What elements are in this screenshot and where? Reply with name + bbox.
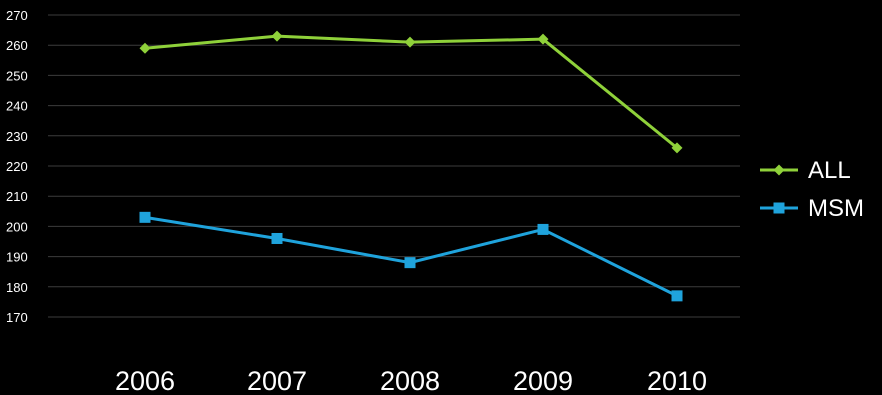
data-point-msm-2006 — [139, 211, 151, 223]
y-tick-label: 260 — [6, 38, 28, 53]
y-tick-label: 240 — [6, 99, 28, 114]
data-point-all-2007 — [271, 30, 283, 42]
legend: ALL MSM — [760, 157, 864, 222]
y-tick-label: 220 — [6, 159, 28, 174]
y-tick-label: 190 — [6, 250, 28, 265]
y-tick-label: 180 — [6, 280, 28, 295]
data-point-all-2008 — [404, 36, 416, 48]
y-tick-label: 270 — [6, 8, 28, 23]
data-point-all-2006 — [139, 42, 151, 54]
x-axis-ticks: 2006 2007 2008 2009 2010 — [115, 366, 707, 395]
x-tick-label: 2007 — [247, 366, 307, 395]
gridlines — [48, 14, 740, 318]
series-line-all — [144, 34, 678, 150]
data-point-msm-2008 — [404, 257, 416, 269]
legend-marker-msm — [773, 202, 785, 214]
legend-label-all: ALL — [808, 157, 851, 184]
data-point-all-2009 — [537, 33, 549, 45]
y-tick-label: 200 — [6, 219, 28, 234]
x-tick-label: 2008 — [380, 366, 440, 395]
y-axis-ticks: 270 260 250 240 230 220 210 200 190 180 170 — [6, 8, 28, 325]
legend-label-msm: MSM — [808, 195, 864, 222]
x-tick-label: 2009 — [513, 366, 573, 395]
y-tick-label: 230 — [6, 129, 28, 144]
x-tick-label: 2006 — [115, 366, 175, 395]
data-point-all-2010 — [671, 142, 683, 154]
y-tick-label: 170 — [6, 310, 28, 325]
data-point-msm-2010 — [671, 290, 683, 302]
data-point-msm-2007 — [271, 232, 283, 244]
data-point-msm-2009 — [537, 223, 549, 235]
series-group — [139, 30, 683, 302]
y-tick-label: 250 — [6, 68, 28, 83]
y-tick-label: 210 — [6, 189, 28, 204]
x-tick-label: 2010 — [647, 366, 707, 395]
legend-marker-all — [773, 164, 785, 176]
